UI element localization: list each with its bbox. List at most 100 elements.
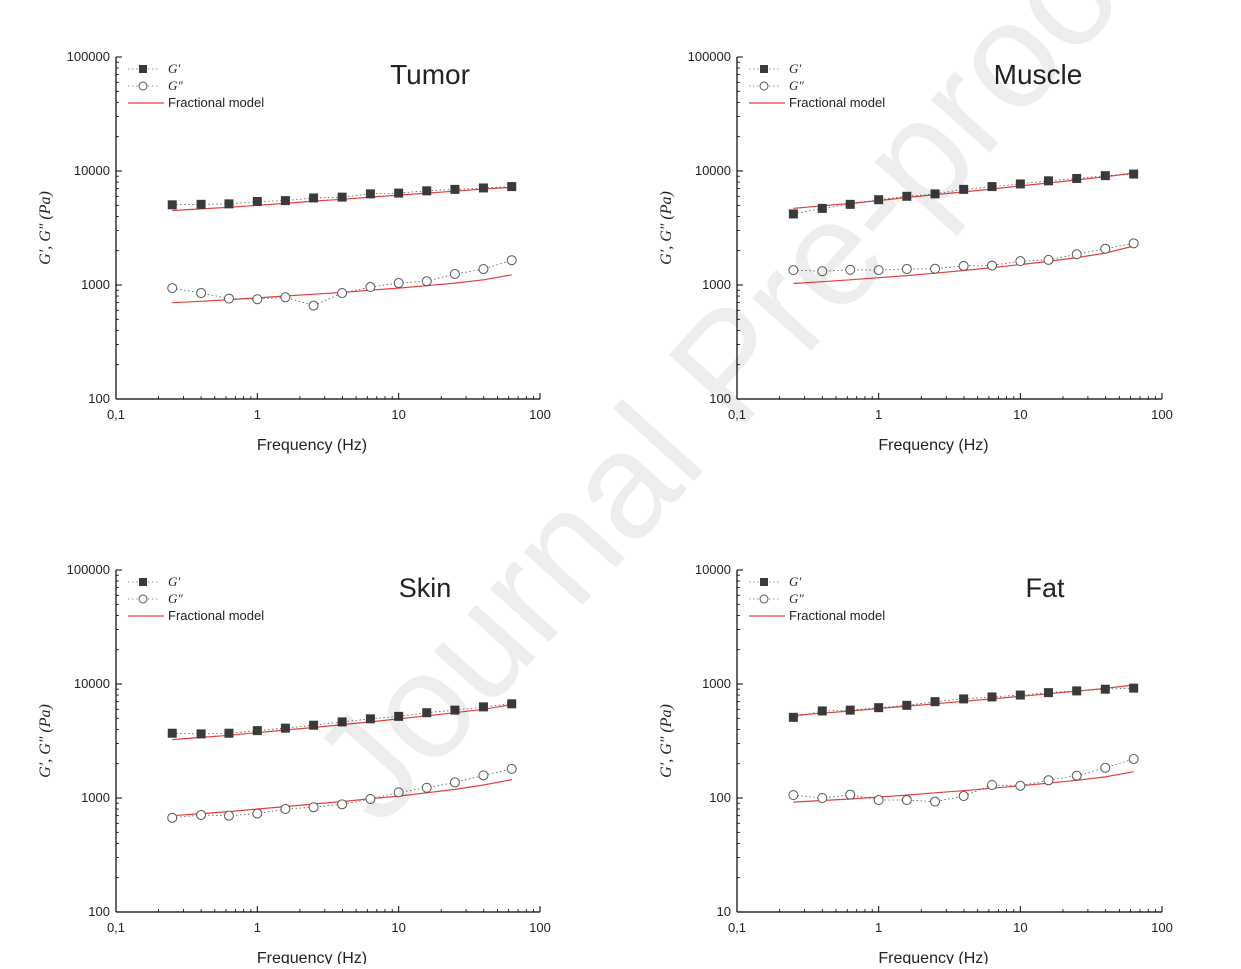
g-prime-point	[478, 183, 488, 193]
legend: G′ G″ Fractional model	[749, 61, 885, 110]
g-double-prime-point	[223, 293, 234, 304]
g-double-prime-point	[478, 264, 489, 275]
g-prime-point	[365, 189, 375, 199]
x-tick-label: 0,1	[107, 920, 125, 935]
g-double-prime-point	[449, 268, 460, 279]
y-tick-label: 100	[88, 391, 110, 406]
g-double-prime-point	[873, 265, 884, 276]
g-double-prime-point	[788, 265, 799, 276]
y-tick-label: 10000	[695, 562, 731, 577]
g-double-prime-point	[1071, 249, 1082, 260]
g-double-prime-point	[1043, 254, 1054, 265]
fractional-model-line	[172, 779, 512, 817]
legend-label-g-double-prime: G″	[789, 591, 804, 606]
legend-g-prime-marker	[139, 578, 147, 586]
g-prime-point	[365, 714, 375, 724]
g-double-prime-point	[987, 780, 998, 791]
y-tick-label: 1000	[81, 790, 110, 805]
y-tick-label: 100000	[67, 49, 110, 64]
y-tick-label: 10000	[74, 163, 110, 178]
g-double-prime-point	[845, 264, 856, 275]
y-tick-label: 1000	[702, 676, 731, 691]
legend-g-double-prime-marker	[759, 81, 769, 91]
g-prime-point	[394, 188, 404, 198]
g-double-prime-point	[1128, 753, 1139, 764]
g-double-prime-point	[280, 804, 291, 815]
g-prime-point	[1100, 684, 1110, 694]
y-tick-label: 100000	[67, 562, 110, 577]
x-tick-label: 100	[1151, 920, 1173, 935]
x-tick-label: 1	[875, 920, 882, 935]
g-double-prime-point	[308, 802, 319, 813]
legend-label-g-double-prime: G″	[168, 591, 183, 606]
g-prime-point	[252, 197, 262, 207]
g-double-prime-point	[958, 260, 969, 271]
g-double-prime-point	[365, 282, 376, 293]
g-prime-point	[987, 182, 997, 192]
g-double-prime-point	[873, 795, 884, 806]
y-tick-label: 10	[717, 904, 731, 919]
g-prime-point	[874, 195, 884, 205]
x-tick-label: 10	[1013, 407, 1027, 422]
g-prime-point	[167, 200, 177, 210]
y-axis-label: G′, G″ (Pa)	[658, 191, 675, 265]
y-tick-label: 100	[88, 904, 110, 919]
g-prime-point	[507, 699, 517, 709]
chart-title: Muscle	[994, 59, 1083, 90]
g-double-prime-point	[1100, 243, 1111, 254]
g-double-prime-point	[365, 794, 376, 805]
legend-g-prime-marker	[760, 65, 768, 73]
g-prime-point	[959, 184, 969, 194]
chart-title: Tumor	[390, 59, 470, 90]
x-tick-label: 100	[1151, 407, 1173, 422]
legend: G′ G″ Fractional model	[128, 61, 264, 110]
g-double-prime-point	[845, 789, 856, 800]
g-double-prime-point	[817, 793, 828, 803]
g-double-prime-point	[196, 288, 207, 299]
g-prime-point	[224, 199, 234, 209]
g-double-prime-point	[223, 810, 234, 821]
x-tick-label: 1	[254, 920, 261, 935]
x-axis-label: Frequency (Hz)	[257, 950, 367, 964]
legend: G′ G″ Fractional model	[128, 574, 264, 623]
g-double-prime-point	[817, 266, 828, 277]
chart-muscle: 100 1000 10000 100000 0,1 1 10 100 Frequency (Hz…	[658, 49, 1173, 454]
legend-label-g-prime: G′	[168, 574, 180, 589]
x-axis-label: Frequency (Hz)	[257, 437, 367, 454]
g-prime-point	[1072, 686, 1082, 696]
g-double-prime-point	[449, 777, 460, 788]
g-prime-point	[1129, 683, 1139, 693]
g-prime-point	[817, 706, 827, 716]
y-axis-label: G′, G″ (Pa)	[658, 704, 675, 778]
g-double-prime-point	[478, 770, 489, 781]
legend-g-prime-marker	[760, 578, 768, 586]
g-prime-point	[309, 720, 319, 730]
g-double-prime-point	[167, 283, 178, 294]
legend-label-g-double-prime: G″	[789, 78, 804, 93]
x-axis-label: Frequency (Hz)	[878, 950, 988, 964]
g-prime-point	[902, 191, 912, 201]
g-prime-point	[845, 199, 855, 209]
y-tick-label: 100	[709, 790, 731, 805]
g-prime-point	[1129, 169, 1139, 179]
g-double-prime-point	[1128, 238, 1139, 249]
g-prime-point	[1043, 176, 1053, 186]
g-prime-point	[959, 694, 969, 704]
g-prime-point	[450, 705, 460, 715]
legend: G′ G″ Fractional model	[749, 574, 885, 623]
g-prime-point	[422, 708, 432, 718]
g-prime-point	[422, 186, 432, 196]
g-prime-point	[1072, 173, 1082, 183]
g-double-prime-point	[252, 294, 263, 305]
chart-fat: 10 100 1000 10000 0,1 1 10 100 Frequency (Hz) G′,…	[658, 562, 1173, 967]
g-prime-point	[196, 729, 206, 739]
g-prime-point	[874, 703, 884, 713]
x-axis-label: Frequency (Hz)	[878, 437, 988, 454]
g-prime-point	[280, 196, 290, 206]
g-prime-point	[507, 182, 517, 192]
g-double-prime-point	[280, 292, 291, 303]
x-tick-label: 10	[1013, 920, 1027, 935]
g-prime-point	[224, 728, 234, 738]
g-double-prime-point	[393, 787, 404, 798]
